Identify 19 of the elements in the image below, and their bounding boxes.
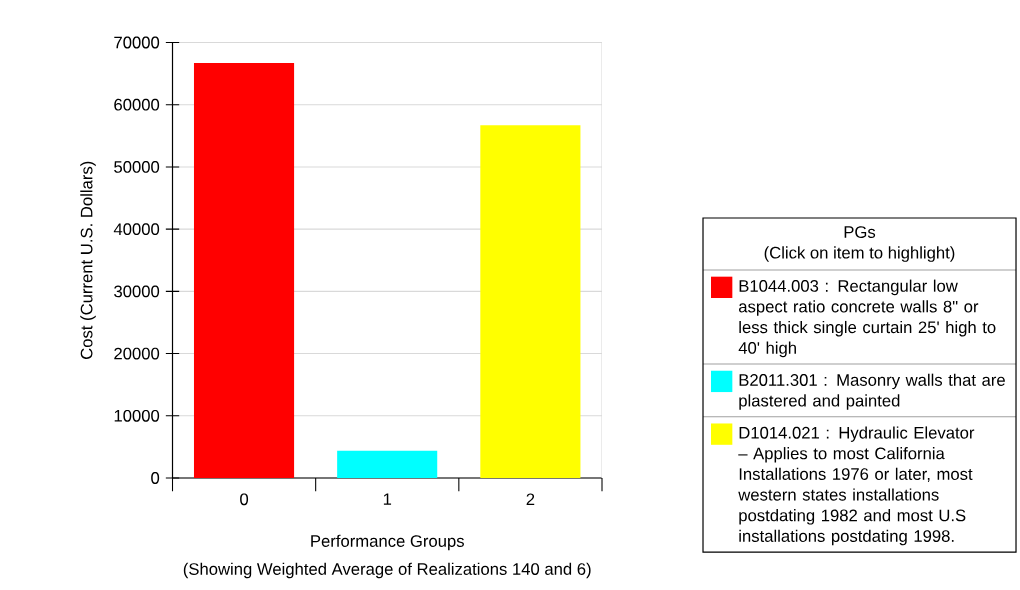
- legend-label: D1014.021 : Hydraulic Elevator – Applies to most California Installations 1976 or later, most western states installations postdating 1982 and most U.S installations postdating 1998.: [738, 426, 975, 546]
- legend-title: PGs: [844, 226, 876, 238]
- text: (Showing Weighted Average of Realizations 140 and 6): [183, 562, 591, 579]
- y-tick-label: 70000: [114, 36, 160, 49]
- y-tick-label: 20000: [114, 347, 160, 360]
- y-tick-label: 60000: [114, 98, 160, 111]
- legend-label: B2011.301 : Masonry walls that are plastered and painted: [739, 373, 1005, 410]
- legend-label: B1044.003 : Rectangular low aspect ratio concrete walls 8" or less thick single curtain 25' high to 40' high: [738, 279, 996, 358]
- y-tick-label: 10000: [114, 409, 160, 422]
- x-tick-label: 0: [240, 493, 249, 506]
- x-tick-label: 1: [383, 493, 392, 505]
- x-axis-title: Performance Groups: [311, 534, 464, 551]
- x-tick-label: 2: [526, 493, 535, 506]
- text: (Click on item to highlight): [764, 246, 955, 262]
- y-tick-label: 50000: [114, 161, 160, 173]
- y-tick-label: 40000: [113, 223, 160, 236]
- y-tick-label: 0: [151, 472, 160, 484]
- y-axis-title: Cost (Current U.S. Dollars): [80, 161, 96, 359]
- y-tick-label: 30000: [114, 285, 160, 298]
